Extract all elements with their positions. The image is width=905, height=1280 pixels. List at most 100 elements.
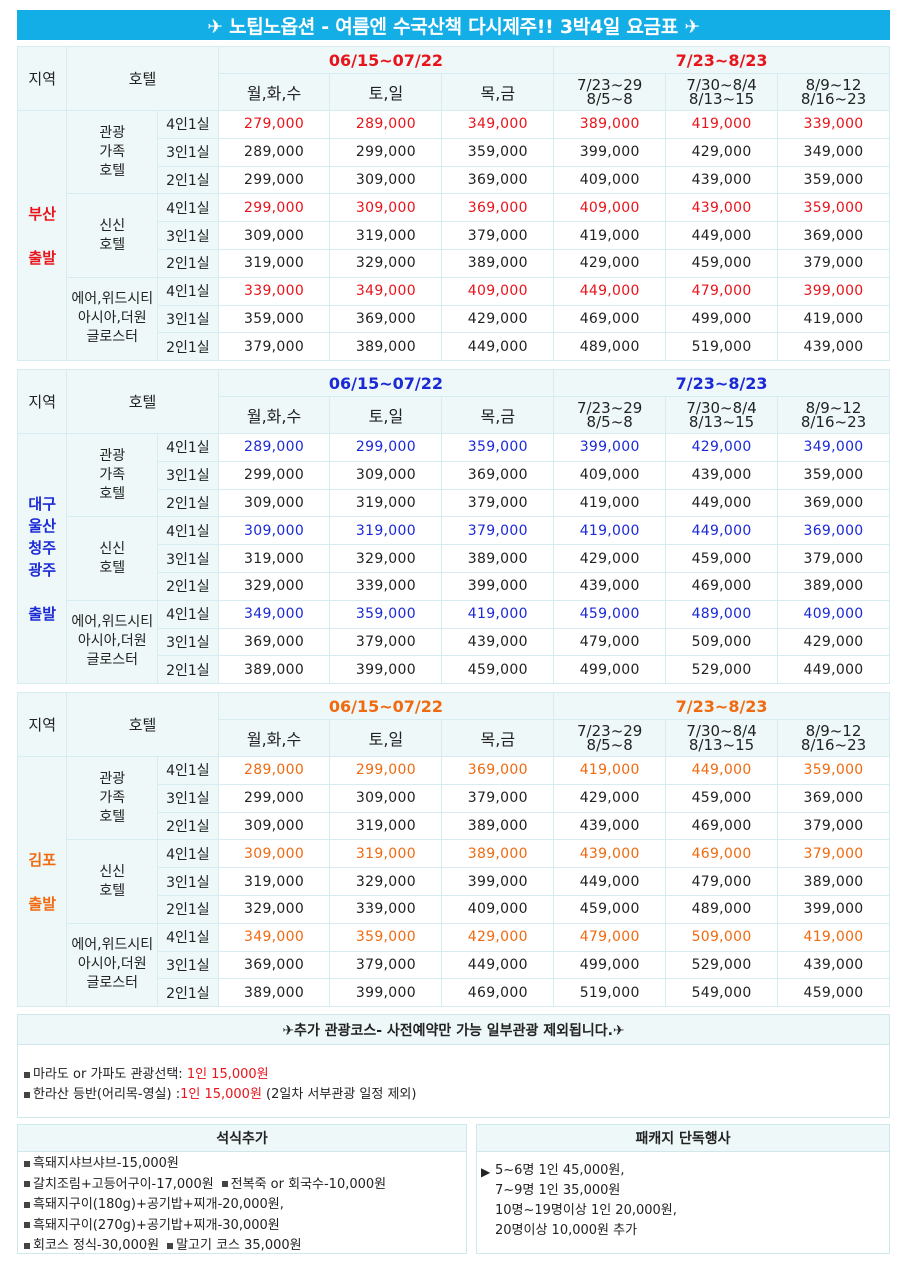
package-line: 20명이상 10,000원 추가: [495, 1223, 638, 1238]
table-header-row: 지역 호텔 06/15~07/22 7/23~8/23: [16, 369, 890, 434]
price-cell: 449,000: [665, 756, 778, 785]
dinner-addon-box: 석식추가 흑돼지샤브샤브-15,000원 갈치조림+고등어구이-17,000원 전복…: [17, 1124, 467, 1254]
hotel-name: 관광 가족 호텔: [66, 755, 159, 841]
room-type: 2인1실: [157, 248, 219, 278]
table-row: 2인1실 329,000 339,000 409,000 459,000 489,000 3…: [18, 894, 890, 924]
price-cell: 469,000: [553, 304, 667, 334]
price-cell: 519,000: [553, 978, 667, 1008]
price-cell: 499,000: [665, 304, 778, 334]
table-row: 2인1실 389,000 399,000 459,000 499,000 529,000 4…: [18, 655, 890, 685]
hotel-header: 호텔: [66, 369, 219, 434]
price-cell: 479,000: [553, 922, 667, 952]
price-cell: 459,000: [665, 248, 778, 278]
price-cell: 319,000: [329, 839, 443, 869]
hotel-name: 에어,위드시티 아시아,더원 글로스터: [66, 276, 159, 362]
bullet-icon: [24, 1181, 30, 1187]
price-cell: 449,000: [441, 332, 555, 362]
price-cell: 369,000: [441, 756, 555, 785]
price-cell: 339,000: [777, 110, 890, 139]
price-cell: 309,000: [329, 460, 443, 490]
price-cell: 349,000: [441, 110, 555, 139]
period-header: 06/15~07/22: [217, 46, 555, 74]
day-header: 월,화,수: [217, 719, 331, 757]
price-cell: 309,000: [329, 193, 443, 223]
price-cell: 379,000: [777, 811, 890, 841]
price-cell: 379,000: [777, 544, 890, 573]
room-type: 4인1실: [157, 756, 219, 785]
price-cell: 389,000: [217, 655, 331, 685]
table-header-row: 월,화,수 토,일 목,금 7/23~29 8/5~8 7/30~8/4 8/13~15 8/…: [18, 396, 890, 434]
price-cell: 379,000: [329, 627, 443, 657]
price-cell: 389,000: [217, 978, 331, 1008]
dinner-item: 흑돼지샤브샤브-15,000원: [24, 1154, 460, 1175]
subperiod-header: 7/30~8/4 8/13~15: [665, 73, 778, 111]
dinner-addon-title: 석식추가: [18, 1125, 466, 1152]
room-type: 3인1실: [157, 137, 219, 167]
price-cell: 379,000: [441, 488, 555, 518]
price-cell: 429,000: [777, 627, 890, 657]
price-cell: 299,000: [217, 783, 331, 813]
price-cell: 419,000: [777, 922, 890, 952]
price-cell: 339,000: [217, 276, 331, 306]
price-cell: 409,000: [441, 276, 555, 306]
day-header: 월,화,수: [217, 396, 331, 434]
price-cell: 449,000: [665, 516, 778, 546]
extra-tour-item: 마라도 or 가파도 관광선택: 1인 15,000원: [24, 1065, 883, 1085]
price-cell: 429,000: [665, 433, 778, 462]
price-cell: 319,000: [217, 248, 331, 278]
price-cell: 419,000: [441, 599, 555, 629]
price-cell: 509,000: [665, 922, 778, 952]
region-cell: 부산 출발: [16, 109, 68, 362]
price-cell: 339,000: [329, 894, 443, 924]
price-cell: 419,000: [777, 304, 890, 334]
price-cell: 379,000: [441, 783, 555, 813]
room-type: 4인1실: [157, 110, 219, 139]
table-row: 에어,위드시티 아시아,더원 글로스터 4인1실 349,000 359,000 429,0…: [18, 922, 890, 1008]
price-cell: 459,000: [441, 655, 555, 685]
price-cell: 319,000: [217, 867, 331, 896]
dinner-item: 흑돼지구이(180g)+공기밥+찌개-20,000원,: [24, 1195, 460, 1216]
price-cell: 389,000: [329, 332, 443, 362]
table-row: 3인1실 369,000 379,000 439,000 479,000 509,000 4…: [18, 627, 890, 657]
price-cell: 359,000: [777, 193, 890, 223]
bullet-icon: [24, 1242, 30, 1249]
room-type: 3인1실: [157, 544, 219, 573]
price-cell: 479,000: [665, 867, 778, 896]
subperiod-header: 8/9~12 8/16~23: [777, 73, 890, 111]
day-header: 토,일: [329, 73, 443, 111]
room-type: 2인1실: [157, 332, 219, 362]
bullet-icon: [24, 1071, 30, 1078]
room-type: 3인1실: [157, 460, 219, 490]
price-cell: 519,000: [665, 332, 778, 362]
period-header: 06/15~07/22: [217, 692, 555, 720]
room-type: 3인1실: [157, 627, 219, 657]
price-cell: 489,000: [665, 599, 778, 629]
price-cell: 439,000: [777, 332, 890, 362]
price-cell: 319,000: [329, 516, 443, 546]
price-cell: 369,000: [441, 460, 555, 490]
bullet-icon: [24, 1201, 30, 1208]
bullet-icon: [24, 1091, 30, 1098]
subperiod-header: 8/9~12 8/16~23: [777, 719, 890, 757]
region-header: 지역: [16, 369, 68, 434]
room-type: 2인1실: [157, 655, 219, 685]
price-cell: 439,000: [553, 811, 667, 841]
price-cell: 369,000: [441, 193, 555, 223]
price-cell: 459,000: [665, 783, 778, 813]
price-cell: 389,000: [441, 544, 555, 573]
subperiod-header: 7/23~29 8/5~8: [553, 719, 667, 757]
region-cell: 김포 출발: [16, 755, 68, 1008]
price-cell: 449,000: [777, 655, 890, 685]
price-cell: 429,000: [553, 248, 667, 278]
hotel-header: 호텔: [66, 692, 219, 757]
room-type: 2인1실: [157, 894, 219, 924]
price-cell: 399,000: [553, 433, 667, 462]
table-row: 2인1실 379,000 389,000 449,000 489,000 519,000 4…: [18, 332, 890, 362]
room-type: 4인1실: [157, 276, 219, 306]
price-cell: 429,000: [665, 137, 778, 167]
price-cell: 309,000: [329, 783, 443, 813]
table-row: 에어,위드시티 아시아,더원 글로스터 4인1실 349,000 359,000 419,0…: [18, 599, 890, 685]
price-cell: 409,000: [777, 599, 890, 629]
price-cell: 549,000: [665, 978, 778, 1008]
price-cell: 409,000: [553, 193, 667, 223]
